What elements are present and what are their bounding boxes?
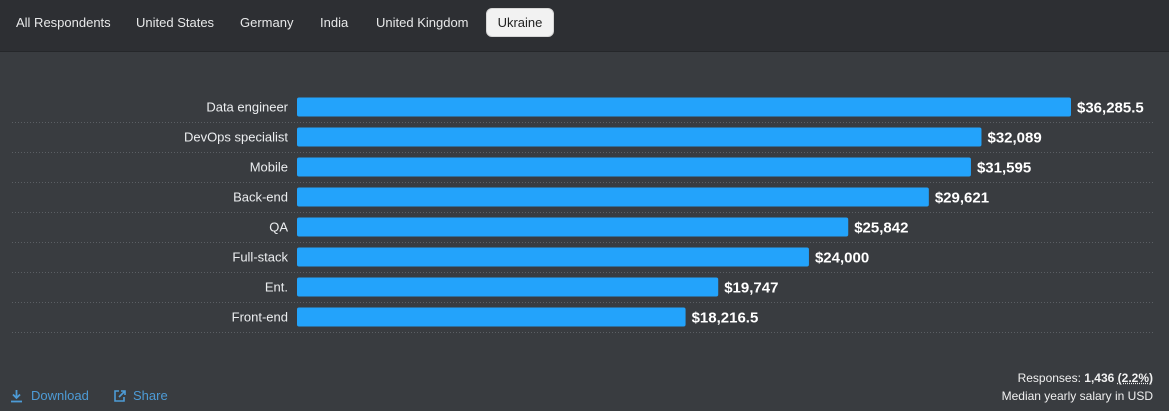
- value-label-devops-specialist: $32,089: [987, 130, 1041, 147]
- download-label: Download: [31, 388, 89, 403]
- value-label-data-engineer: $36,285.5: [1077, 100, 1144, 117]
- bar-qa[interactable]: [297, 217, 849, 237]
- tab-all-respondents[interactable]: All Respondents: [16, 15, 111, 30]
- category-label-data-engineer: Data engineer: [206, 100, 288, 115]
- value-label-front-end: $18,216.5: [692, 310, 759, 327]
- category-label-mobile: Mobile: [250, 160, 288, 175]
- responses-info: Responses: 1,436 (2.2%): [1018, 371, 1153, 385]
- bar-back-end[interactable]: [297, 187, 929, 207]
- category-label-ent: Ent.: [265, 280, 288, 295]
- responses-count: 1,436: [1084, 371, 1115, 385]
- tab-germany[interactable]: Germany: [240, 15, 294, 30]
- tab-united-states[interactable]: United States: [136, 15, 215, 30]
- category-label-qa: QA: [269, 220, 288, 235]
- category-label-front-end: Front-end: [232, 310, 288, 325]
- category-label-devops-specialist: DevOps specialist: [184, 130, 288, 145]
- tab-india[interactable]: India: [320, 15, 349, 30]
- bar-front-end[interactable]: [297, 307, 686, 327]
- chart-caption: Median yearly salary in USD: [1001, 389, 1153, 403]
- share-link[interactable]: Share: [113, 387, 173, 405]
- tab-ukraine[interactable]: Ukraine: [486, 8, 554, 37]
- bar-mobile[interactable]: [297, 157, 971, 177]
- tab-united-kingdom[interactable]: United Kingdom: [376, 15, 469, 30]
- bar-devops-specialist[interactable]: [297, 127, 982, 147]
- category-label-back-end: Back-end: [233, 190, 288, 205]
- value-label-mobile: $31,595: [977, 160, 1031, 177]
- country-tab-bar: All Respondents United States Germany In…: [0, 0, 1169, 52]
- value-label-back-end: $29,621: [935, 190, 989, 207]
- responses-label: Responses:: [1017, 371, 1081, 385]
- download-icon: [11, 390, 22, 403]
- value-label-full-stack: $24,000: [815, 250, 869, 267]
- value-label-ent: $19,747: [724, 280, 778, 297]
- responses-percent: (2.2%): [1117, 371, 1153, 385]
- share-icon: [114, 390, 126, 402]
- download-link[interactable]: Download: [10, 387, 100, 405]
- share-label: Share: [133, 388, 168, 403]
- category-label-full-stack: Full-stack: [232, 250, 288, 265]
- bar-full-stack[interactable]: [297, 247, 809, 267]
- bar-ent[interactable]: [297, 277, 719, 297]
- value-label-qa: $25,842: [854, 220, 908, 237]
- bar-data-engineer[interactable]: [297, 97, 1071, 117]
